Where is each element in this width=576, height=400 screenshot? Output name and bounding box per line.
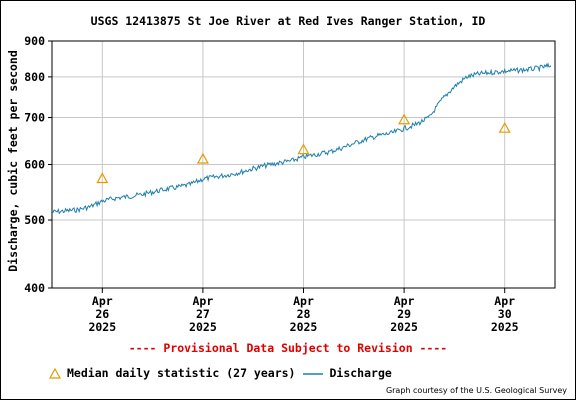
y-tick-label: 900 — [24, 34, 45, 48]
legend-discharge-label: Discharge — [329, 366, 392, 380]
y-tick-label: 500 — [24, 213, 45, 227]
discharge-line-icon — [303, 372, 324, 375]
grid — [52, 41, 555, 288]
median-marker — [196, 152, 209, 164]
y-axis: 400 500 600 700 800 900 — [24, 34, 52, 295]
x-tick-label: 2025 — [390, 320, 418, 334]
x-tick-label: Apr — [193, 294, 214, 308]
median-marker — [297, 143, 310, 155]
x-tick-label: Apr — [293, 294, 314, 308]
chart-title: USGS 12413875 St Joe River at Red Ives R… — [90, 14, 486, 28]
x-tick-label: 28 — [297, 307, 311, 321]
legend-median-label: Median daily statistic (27 years) — [67, 366, 296, 380]
y-tick-label: 700 — [24, 111, 45, 125]
x-axis: Apr262025Apr272025Apr282025Apr292025Apr3… — [88, 288, 519, 334]
marker-layer — [96, 113, 511, 184]
x-tick-label: 26 — [95, 307, 109, 321]
x-tick-label: 29 — [397, 307, 411, 321]
discharge-line — [51, 62, 552, 215]
x-tick-label: Apr — [494, 294, 515, 308]
x-tick-label: 27 — [196, 307, 210, 321]
median-marker — [96, 172, 109, 184]
x-tick-label: 30 — [498, 307, 512, 321]
y-tick-label: 600 — [24, 158, 45, 172]
x-tick-label: 2025 — [491, 320, 519, 334]
x-tick-label: Apr — [394, 294, 415, 308]
credit-text: Graph courtesy of the U.S. Geological Su… — [385, 386, 567, 395]
legend-item-median: Median daily statistic (27 years) — [49, 366, 295, 380]
y-tick-label: 800 — [24, 70, 45, 84]
x-tick-label: 2025 — [88, 320, 116, 334]
series-layer — [51, 62, 552, 215]
y-tick-label: 400 — [24, 281, 45, 295]
median-marker — [498, 121, 511, 133]
provisional-notice: ---- Provisional Data Subject to Revisio… — [128, 341, 448, 355]
legend: Median daily statistic (27 years) Discha… — [49, 366, 400, 380]
x-tick-label: 2025 — [189, 320, 217, 334]
legend-item-discharge: Discharge — [303, 366, 392, 380]
median-marker — [398, 113, 411, 125]
x-tick-label: Apr — [92, 294, 113, 308]
median-triangle-icon — [49, 367, 61, 379]
x-tick-label: 2025 — [290, 320, 318, 334]
